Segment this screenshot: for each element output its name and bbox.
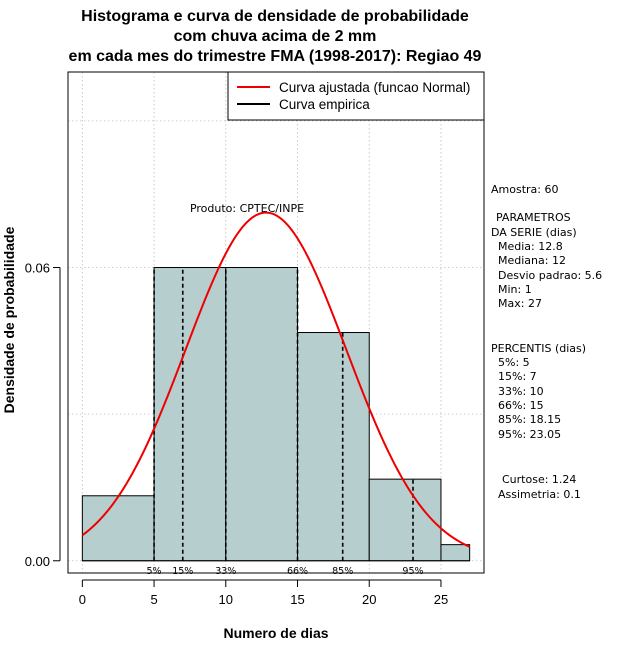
histogram-bars [81,267,471,562]
chart-title: Histograma e curva de densidade de proba… [69,8,482,65]
y-axis-title: Densidade de probabilidade [1,226,17,413]
percentile-lines: 5% 15% 33% 66% 85% 95% [147,267,424,577]
legend-box [227,71,485,121]
x-tick-label-15: 15 [290,592,304,607]
sample-size: Amostra: 60 [491,183,558,196]
title-line-2: com chuva acima de 2 mm [174,28,377,45]
x-tick-label-5: 5 [150,592,157,607]
percentil-85: 85%: 18.15 [498,413,561,426]
percentile-label-5pct: 5% [147,566,162,577]
histogram-bar-6 [440,544,471,562]
x-axis-title: Numero de dias [223,625,328,641]
histogram-bar-2 [153,267,227,562]
skewness: Assimetria: 0.1 [498,488,581,501]
histogram-bar-3 [225,267,299,562]
x-tick-label-0: 0 [79,592,86,607]
legend: Curva ajustada (funcao Normal) Curva emp… [227,71,485,121]
y-axis: 0.00 0.06 [25,261,61,569]
legend-label-normal: Curva ajustada (funcao Normal) [279,80,470,95]
percentis-header: PERCENTIS (dias) [491,342,586,355]
param-sd: Desvio padrao: 5.6 [498,269,602,282]
params-header-2: DA SERIE (dias) [491,226,577,239]
param-mean: Media: 12.8 [498,240,563,253]
percentil-33: 33%: 10 [498,385,544,398]
percentile-label-33pct: 33% [215,566,236,577]
param-max: Max: 27 [498,297,542,310]
percentile-label-85pct: 85% [332,566,353,577]
histogram-bar-5 [368,478,442,562]
legend-label-empirical: Curva empirica [279,97,370,112]
percentile-label-66pct: 66% [287,566,308,577]
normal-fit-curve [81,211,471,548]
param-median: Mediana: 12 [498,254,566,267]
percentil-95: 95%: 23.05 [498,428,561,441]
param-min: Min: 1 [498,283,532,296]
credit-text: Produto: CPTEC/INPE [190,202,304,215]
x-tick-label-10: 10 [219,592,233,607]
stats-panel: Amostra: 60 PARAMETROS DA SERIE (dias) M… [491,183,602,501]
percentile-label-15pct: 15% [172,566,193,577]
histogram-bar-4 [297,332,370,562]
percentil-15: 15%: 7 [498,370,537,383]
x-tick-label-20: 20 [362,592,376,607]
y-tick-label-0: 0.00 [25,554,50,569]
x-axis: 0 5 10 15 20 25 [79,579,448,607]
percentil-66: 66%: 15 [498,399,544,412]
params-header-1: PARAMETROS [496,211,571,224]
percentil-5: 5%: 5 [498,356,530,369]
histogram-bar-1 [81,495,155,562]
title-line-1: Histograma e curva de densidade de proba… [81,8,469,25]
title-line-3: em cada mes do trimestre FMA (1998-2017)… [69,48,482,65]
kurtosis: Curtose: 1.24 [502,473,576,486]
percentile-label-95pct: 95% [402,566,423,577]
x-tick-label-25: 25 [434,592,448,607]
y-tick-label-1: 0.06 [25,261,50,276]
